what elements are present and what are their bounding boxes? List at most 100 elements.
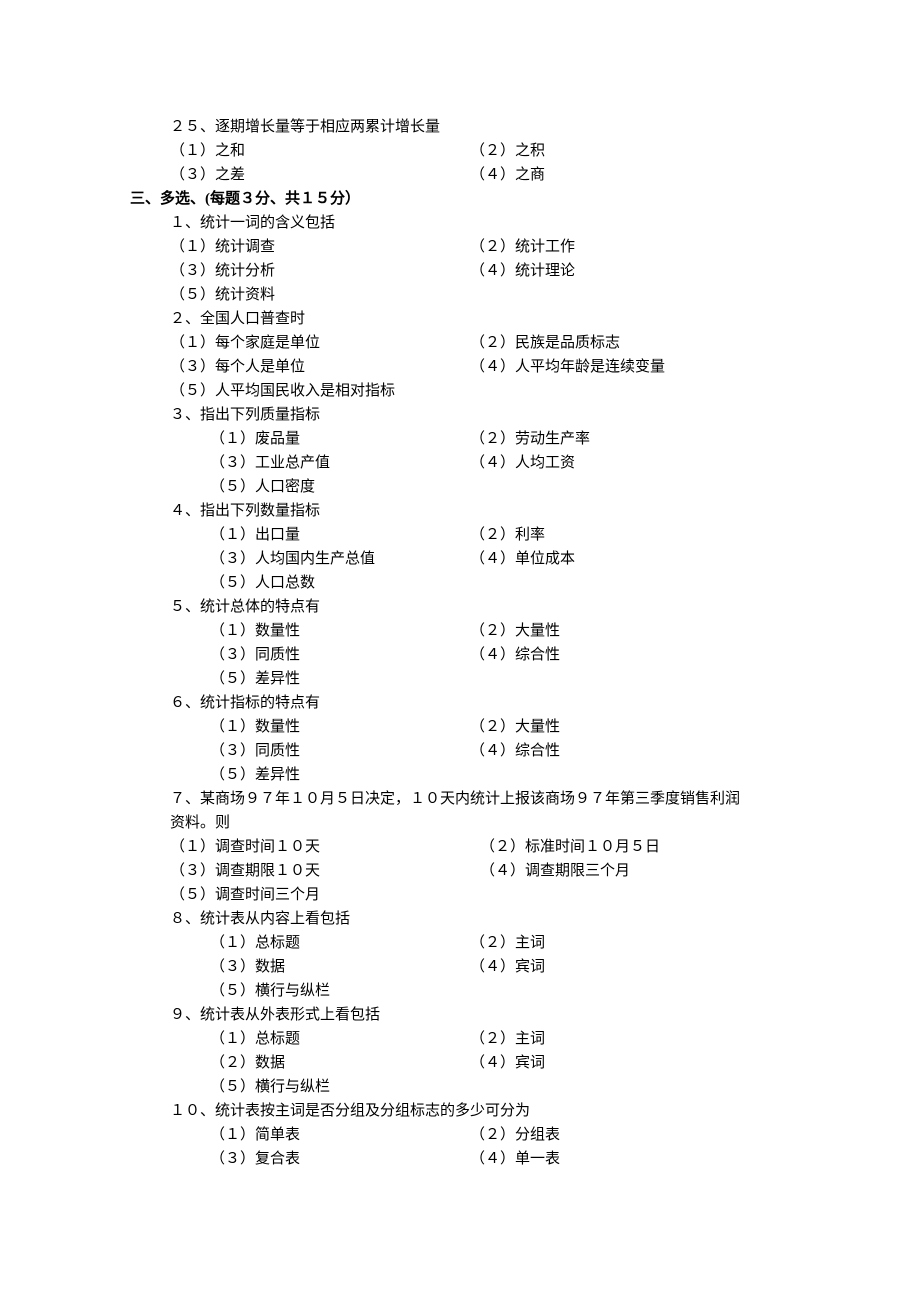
mc-q2-opt-5: （５）人平均国民收入是相对指标 <box>170 379 470 403</box>
mc-q1-row-0: （１）统计调查 （２）统计工作 <box>170 235 790 259</box>
mc-q3-row-2: （５）人口密度 <box>170 475 790 499</box>
mc-q1-opt-blank <box>470 283 790 307</box>
mc-q2-opt-2: （２）民族是品质标志 <box>470 331 790 355</box>
mc-q8-row-2: （５）横行与纵栏 <box>170 979 790 1003</box>
mc-q2-row-1: （３）每个人是单位 （４）人平均年龄是连续变量 <box>170 355 790 379</box>
mc-q6-opt-4: （４）综合性 <box>470 739 790 763</box>
mc-q8-row-0: （１）总标题 （２）主词 <box>170 931 790 955</box>
mc-q2-opt-blank <box>470 379 790 403</box>
mc-q8-opt-3: （３）数据 <box>210 955 470 979</box>
mc-q6-opt-2: （２）大量性 <box>470 715 790 739</box>
mc-q2-stem: ２、全国人口普查时 <box>170 307 790 331</box>
mc-q1-opt-4: （４）统计理论 <box>470 259 790 283</box>
mc-q6-row-0: （１）数量性 （２）大量性 <box>170 715 790 739</box>
q25-opt-4: （４）之商 <box>470 163 790 187</box>
mc-q6-row-1: （３）同质性 （４）综合性 <box>170 739 790 763</box>
mc-q4-opt-blank <box>470 571 790 595</box>
mc-q4-opt-3: （３）人均国内生产总值 <box>210 547 470 571</box>
q25-opt-1: （１）之和 <box>170 139 470 163</box>
mc-q6-opt-blank <box>470 763 790 787</box>
mc-q5-opt-1: （１）数量性 <box>210 619 470 643</box>
mc-q4-stem: ４、指出下列数量指标 <box>170 499 790 523</box>
mc-q3-opt-2: （２）劳动生产率 <box>470 427 790 451</box>
mc-q4-row-2: （５）人口总数 <box>170 571 790 595</box>
mc-q3-stem: ３、指出下列质量指标 <box>170 403 790 427</box>
mc-q4-opt-2: （２）利率 <box>470 523 790 547</box>
mc-q7-stem2: 资料。则 <box>170 811 790 835</box>
mc-q5-opt-2: （２）大量性 <box>470 619 790 643</box>
mc-q9-opt-1: （１）总标题 <box>210 1027 470 1051</box>
mc-q1-stem: １、统计一词的含义包括 <box>170 211 790 235</box>
mc-q9-opt-5: （５）横行与纵栏 <box>210 1075 470 1099</box>
q25-opt-2: （２）之积 <box>470 139 790 163</box>
mc-q6-opt-5: （５）差异性 <box>210 763 470 787</box>
mc-q2-row-0: （１）每个家庭是单位 （２）民族是品质标志 <box>170 331 790 355</box>
mc-q1-row-2: （５）统计资料 <box>170 283 790 307</box>
mc-q3-row-1: （３）工业总产值 （４）人均工资 <box>170 451 790 475</box>
mc-q3-opt-blank <box>470 475 790 499</box>
mc-q5-stem: ５、统计总体的特点有 <box>170 595 790 619</box>
mc-q10-row-0: （１）简单表 （２）分组表 <box>170 1123 790 1147</box>
section3-heading: 三、多选、(每题３分、共１５分） <box>130 187 790 211</box>
mc-q8-opt-2: （２）主词 <box>470 931 790 955</box>
mc-q6-opt-1: （１）数量性 <box>210 715 470 739</box>
q25-opts-row-0: （１）之和 （２）之积 <box>170 139 790 163</box>
mc-q3-opt-3: （３）工业总产值 <box>210 451 470 475</box>
mc-q4-row-0: （１）出口量 （２）利率 <box>170 523 790 547</box>
mc-q9-opt-4: （４）宾词 <box>470 1051 790 1075</box>
mc-q3-row-0: （１）废品量 （２）劳动生产率 <box>170 427 790 451</box>
mc-q9-opt-3: （２）数据 <box>210 1051 470 1075</box>
q25-opt-3: （３）之差 <box>170 163 470 187</box>
mc-q8-opt-5: （５）横行与纵栏 <box>210 979 470 1003</box>
mc-q3-opt-1: （１）废品量 <box>210 427 470 451</box>
mc-q9-row-2: （５）横行与纵栏 <box>170 1075 790 1099</box>
mc-q2-opt-4: （４）人平均年龄是连续变量 <box>470 355 790 379</box>
mc-q7-opt-5: （５）调查时间三个月 <box>170 883 480 907</box>
mc-q6-row-2: （５）差异性 <box>170 763 790 787</box>
mc-q8-row-1: （３）数据 （４）宾词 <box>170 955 790 979</box>
mc-q8-opt-1: （１）总标题 <box>210 931 470 955</box>
mc-q7-row-0: （１）调查时间１０天 （２）标准时间１０月５日 <box>170 835 790 859</box>
mc-q4-opt-5: （５）人口总数 <box>210 571 470 595</box>
q25-opts-row-1: （３）之差 （４）之商 <box>170 163 790 187</box>
mc-q5-opt-3: （３）同质性 <box>210 643 470 667</box>
mc-q9-row-0: （１）总标题 （２）主词 <box>170 1027 790 1051</box>
q25-stem: ２５、逐期增长量等于相应两累计增长量 <box>170 115 790 139</box>
mc-q4-opt-1: （１）出口量 <box>210 523 470 547</box>
mc-q1-opt-2: （２）统计工作 <box>470 235 790 259</box>
mc-q9-row-1: （２）数据 （４）宾词 <box>170 1051 790 1075</box>
mc-q1-opt-3: （３）统计分析 <box>170 259 470 283</box>
mc-q7-row-1: （３）调查期限１０天 （４）调查期限三个月 <box>170 859 790 883</box>
mc-q5-opt-blank <box>470 667 790 691</box>
mc-q7-stem: ７、某商场９７年１０月５日决定，１０天内统计上报该商场９７年第三季度销售利润 <box>170 787 790 811</box>
mc-q7-opt-2: （２）标准时间１０月５日 <box>480 835 790 859</box>
mc-q2-opt-1: （１）每个家庭是单位 <box>170 331 470 355</box>
mc-q2-row-2: （５）人平均国民收入是相对指标 <box>170 379 790 403</box>
mc-q9-stem: ９、统计表从外表形式上看包括 <box>170 1003 790 1027</box>
mc-q1-opt-5: （５）统计资料 <box>170 283 470 307</box>
mc-q8-opt-4: （４）宾词 <box>470 955 790 979</box>
mc-q7-opt-blank <box>480 883 790 907</box>
mc-q3-opt-4: （４）人均工资 <box>470 451 790 475</box>
mc-q1-row-1: （３）统计分析 （４）统计理论 <box>170 259 790 283</box>
mc-q9-opt-2: （２）主词 <box>470 1027 790 1051</box>
mc-q7-row-2: （５）调查时间三个月 <box>170 883 790 907</box>
mc-q1-opt-1: （１）统计调查 <box>170 235 470 259</box>
mc-q3-opt-5: （５）人口密度 <box>210 475 470 499</box>
mc-q10-opt-2: （２）分组表 <box>470 1123 790 1147</box>
mc-q10-opt-1: （１）简单表 <box>210 1123 470 1147</box>
mc-q10-stem: １０、统计表按主词是否分组及分组标志的多少可分为 <box>170 1099 790 1123</box>
mc-q5-row-2: （５）差异性 <box>170 667 790 691</box>
mc-q6-opt-3: （３）同质性 <box>210 739 470 763</box>
mc-q7-opt-4: （４）调查期限三个月 <box>480 859 790 883</box>
mc-q5-opt-5: （５）差异性 <box>210 667 470 691</box>
mc-q8-opt-blank <box>470 979 790 1003</box>
mc-q10-row-1: （３）复合表 （４）单一表 <box>170 1147 790 1171</box>
mc-q8-stem: ８、统计表从内容上看包括 <box>170 907 790 931</box>
mc-q5-row-0: （１）数量性 （２）大量性 <box>170 619 790 643</box>
mc-q7-opt-3: （３）调查期限１０天 <box>170 859 480 883</box>
mc-q4-row-1: （３）人均国内生产总值 （４）单位成本 <box>170 547 790 571</box>
mc-q7-opt-1: （１）调查时间１０天 <box>170 835 480 859</box>
mc-q5-row-1: （３）同质性 （４）综合性 <box>170 643 790 667</box>
mc-q4-opt-4: （４）单位成本 <box>470 547 790 571</box>
